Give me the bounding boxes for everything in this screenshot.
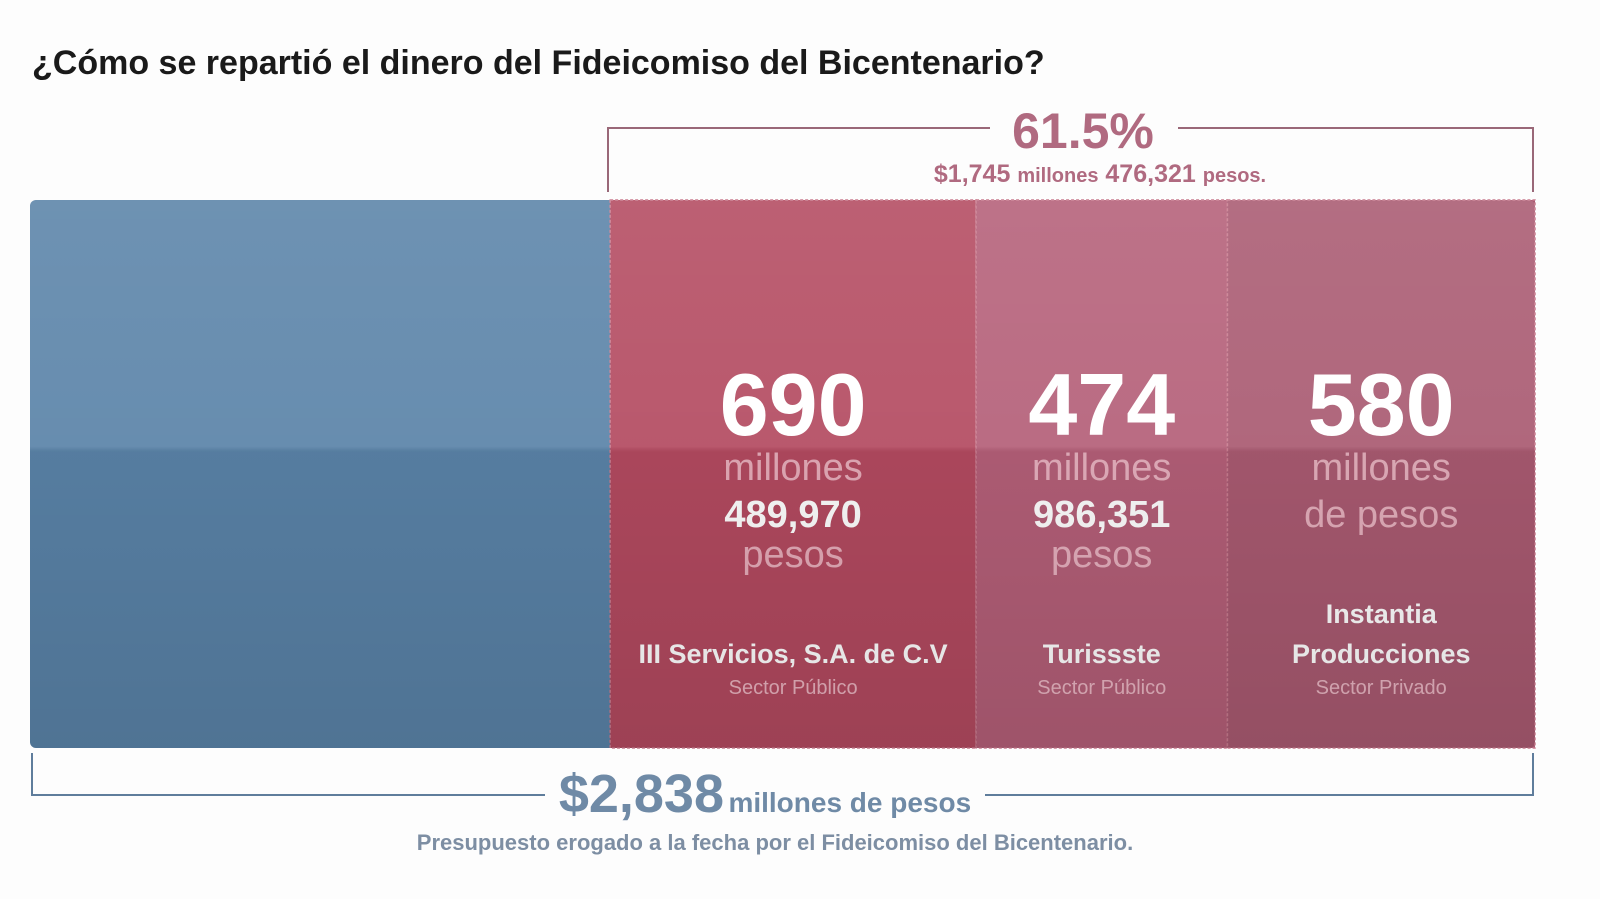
segment-detail-unit: pesos <box>742 534 843 576</box>
bottom-bracket <box>31 753 1534 796</box>
segment-value: 690 <box>720 355 867 454</box>
segment-name: Turissste <box>1043 639 1161 669</box>
amount-rest-unit: pesos. <box>1203 165 1266 187</box>
total-unit: millones de pesos <box>728 787 971 818</box>
segment-name: Producciones <box>1292 639 1471 669</box>
total-caption: Presupuesto erogado a la fecha por el Fi… <box>417 830 1133 855</box>
segment-value: 474 <box>1028 355 1175 454</box>
amount: $1,745 <box>934 160 1011 188</box>
amount-rest: 476,321 <box>1105 160 1195 188</box>
segment-sector: Sector Privado <box>1316 677 1447 699</box>
segment-unit: millones <box>723 447 862 489</box>
amount-unit: millones <box>1017 165 1098 187</box>
segment-detail-unit: pesos <box>1051 534 1152 576</box>
segment-value: 580 <box>1308 355 1455 454</box>
segment-sector: Sector Público <box>1037 677 1166 699</box>
title: ¿Cómo se repartió el dinero del Fideicom… <box>32 44 1045 82</box>
segment-sector: Sector Público <box>729 677 858 699</box>
total-label: $2,838 <box>559 764 724 824</box>
share-amount: $1,745 millones 476,321 pesos. <box>934 160 1266 188</box>
segment-name: III Servicios, S.A. de C.V <box>639 639 948 669</box>
segment-detail: 489,970 <box>724 494 861 536</box>
segment-unit: millones <box>1032 447 1171 489</box>
segment-detail-unit: de pesos <box>1304 494 1458 536</box>
share-percent: 61.5% <box>1012 103 1154 159</box>
segment-unit: millones <box>1312 447 1451 489</box>
segment-name: Instantia <box>1326 599 1438 629</box>
top-bracket <box>607 127 1534 192</box>
total-line: $2,838 millones de pesos <box>559 764 971 824</box>
segment-detail: 986,351 <box>1033 494 1170 536</box>
